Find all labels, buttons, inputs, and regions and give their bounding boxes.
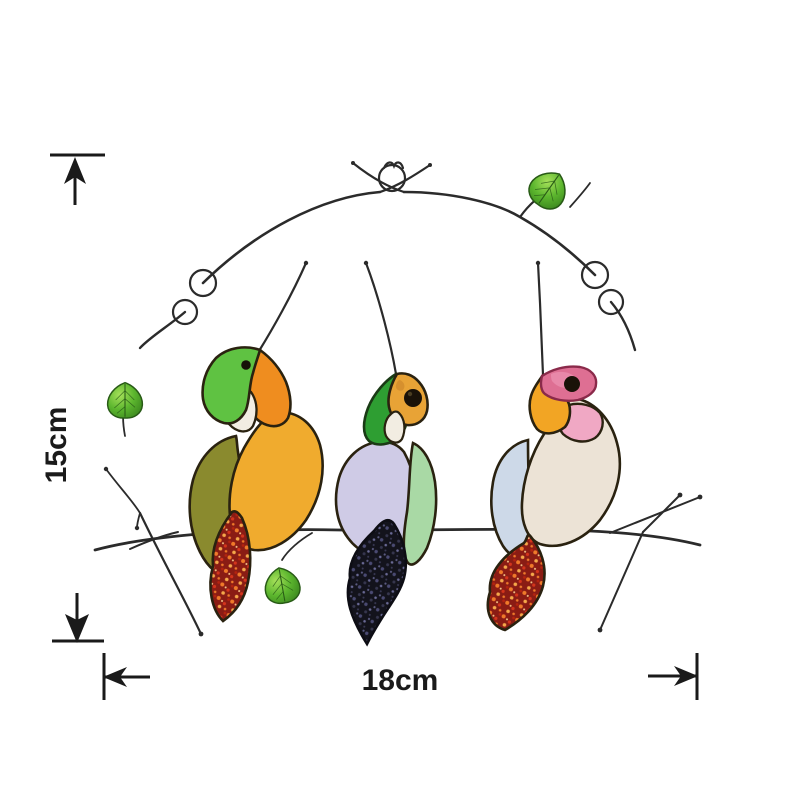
svg-text:18cm: 18cm bbox=[362, 664, 439, 697]
svg-text:15cm: 15cm bbox=[40, 407, 73, 484]
